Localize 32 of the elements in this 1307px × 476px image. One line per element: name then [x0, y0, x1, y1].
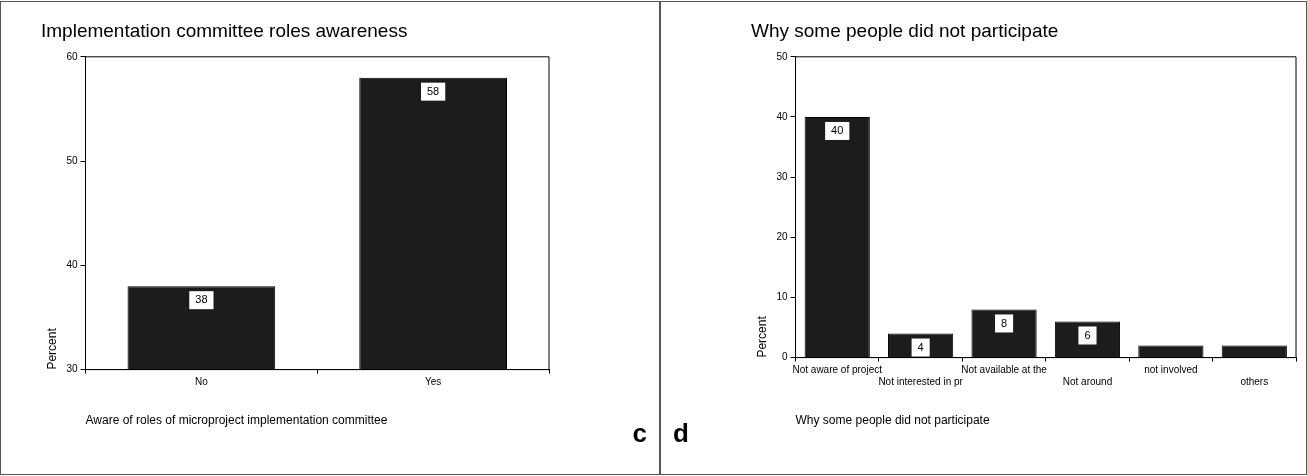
y-tick-label: 40 [776, 110, 788, 122]
x-tick-label: others [1240, 376, 1269, 388]
data-label: 58 [427, 84, 440, 97]
data-label: 8 [1000, 316, 1008, 329]
x-tick-label: No [194, 376, 209, 388]
x-tick-label: Not interested in pr [878, 376, 964, 388]
y-tick-label: 20 [776, 231, 788, 243]
x-axis-title: Why some people did not participate [795, 413, 990, 428]
x-tick-label: Yes [424, 376, 442, 388]
data-label: 38 [195, 293, 208, 306]
y-tick-label: 30 [776, 170, 788, 182]
y-tick-label: 0 [781, 351, 788, 363]
y-tick-label: 50 [66, 154, 78, 166]
text: c [632, 418, 647, 448]
y-tick-label: 60 [66, 50, 78, 62]
chart-title: Why some people did not participate [751, 19, 1059, 41]
y-tick-label: 40 [66, 259, 78, 271]
y-tick-label: 50 [776, 50, 788, 62]
y-tick-label: 10 [776, 291, 788, 303]
data-label: 4 [917, 340, 924, 353]
y-axis-title: Percent [754, 315, 769, 358]
x-tick-label: not involved [1144, 364, 1198, 376]
data-label: 6 [1084, 328, 1091, 341]
x-tick-label: Not around [1062, 376, 1113, 388]
x-axis-title: Aware of roles of microproject implementation committee [85, 413, 388, 428]
x-tick-label: Not available at the [961, 364, 1048, 376]
y-tick-label: 30 [66, 363, 78, 375]
x-tick-label: Not aware of project [792, 364, 883, 376]
chart-title: Implementation committee roles awareness [41, 19, 408, 41]
data-label: 40 [831, 123, 844, 136]
text: d [673, 418, 689, 448]
y-axis-title: Percent [44, 327, 59, 370]
